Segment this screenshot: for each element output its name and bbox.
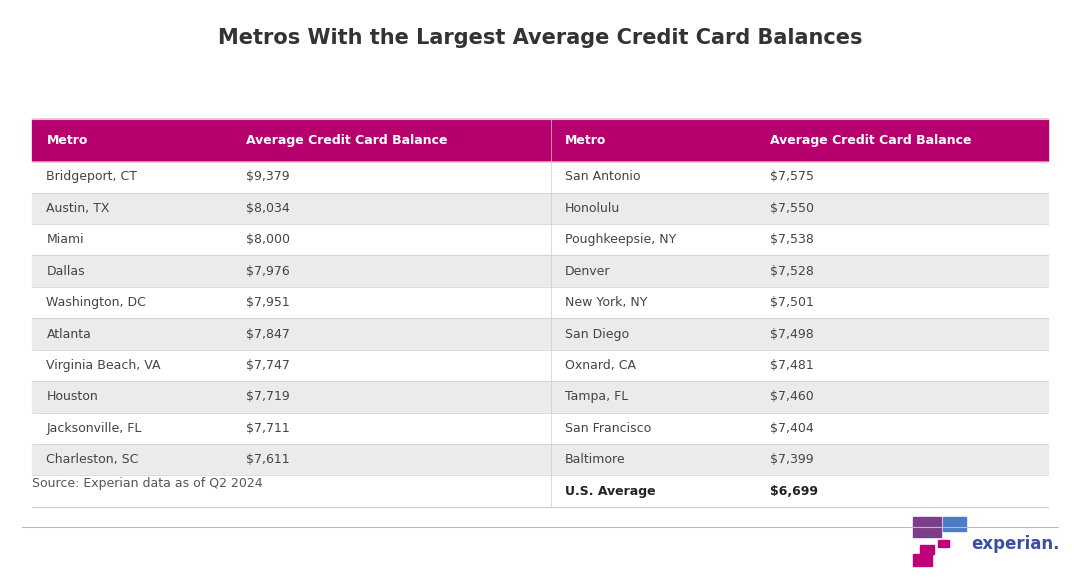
Text: $7,481: $7,481 [770,359,814,372]
Text: Source: Experian data as of Q2 2024: Source: Experian data as of Q2 2024 [32,477,264,489]
Text: $6,699: $6,699 [770,485,818,498]
Text: $7,719: $7,719 [246,391,291,403]
Text: San Antonio: San Antonio [565,171,640,183]
Text: Oxnard, CA: Oxnard, CA [565,359,636,372]
Text: Charleston, SC: Charleston, SC [46,453,139,466]
Text: $9,379: $9,379 [246,171,289,183]
Text: San Francisco: San Francisco [565,422,651,435]
Text: Honolulu: Honolulu [565,202,620,215]
Text: Poughkeepsie, NY: Poughkeepsie, NY [565,233,676,246]
FancyBboxPatch shape [937,540,949,547]
Text: San Diego: San Diego [565,328,629,340]
Text: Denver: Denver [565,265,610,278]
Text: Average Credit Card Balance: Average Credit Card Balance [246,134,448,147]
Text: $7,399: $7,399 [770,453,813,466]
Text: Metro: Metro [565,134,606,147]
Text: $8,000: $8,000 [246,233,291,246]
Text: Jacksonville, FL: Jacksonville, FL [46,422,141,435]
Text: Dallas: Dallas [46,265,85,278]
Text: $7,404: $7,404 [770,422,814,435]
Text: $8,034: $8,034 [246,202,291,215]
Text: Miami: Miami [46,233,84,246]
Text: $7,611: $7,611 [246,453,289,466]
Text: U.S. Average: U.S. Average [565,485,656,498]
FancyBboxPatch shape [944,517,966,531]
Text: $7,528: $7,528 [770,265,814,278]
Text: $7,575: $7,575 [770,171,814,183]
Text: $7,501: $7,501 [770,296,814,309]
Text: $7,538: $7,538 [770,233,814,246]
Text: $7,747: $7,747 [246,359,291,372]
FancyBboxPatch shape [913,554,932,566]
Text: $7,460: $7,460 [770,391,814,403]
Text: Austin, TX: Austin, TX [46,202,110,215]
Text: $7,498: $7,498 [770,328,814,340]
Text: Houston: Houston [46,391,98,403]
Text: Baltimore: Baltimore [565,453,625,466]
Text: $7,951: $7,951 [246,296,291,309]
Text: Average Credit Card Balance: Average Credit Card Balance [770,134,972,147]
FancyBboxPatch shape [920,545,933,554]
Text: $7,550: $7,550 [770,202,814,215]
Text: Virginia Beach, VA: Virginia Beach, VA [46,359,161,372]
Text: $7,847: $7,847 [246,328,291,340]
Text: New York, NY: New York, NY [565,296,647,309]
Text: Metros With the Largest Average Credit Card Balances: Metros With the Largest Average Credit C… [218,28,862,48]
Text: Bridgeport, CT: Bridgeport, CT [46,171,137,183]
FancyBboxPatch shape [913,517,941,537]
Text: Atlanta: Atlanta [46,328,92,340]
Text: $7,711: $7,711 [246,422,291,435]
Text: Metro: Metro [46,134,87,147]
Text: $7,976: $7,976 [246,265,291,278]
Text: experian.: experian. [972,535,1061,553]
Text: Washington, DC: Washington, DC [46,296,146,309]
Text: Tampa, FL: Tampa, FL [565,391,629,403]
